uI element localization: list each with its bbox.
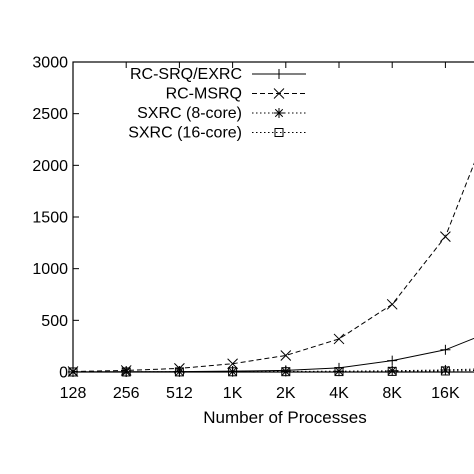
series-4 (68, 366, 474, 377)
plot-frame (72, 61, 474, 373)
x-tick-label: 256 (113, 385, 140, 402)
x-axis-ticks: 128 256 512 1K 2K 4K 8K 16K (60, 62, 460, 402)
legend-label: RC-MSRQ (166, 86, 242, 103)
data-point (174, 366, 185, 377)
y-tick-label: 1000 (32, 261, 68, 278)
x-axis-label: Number of Processes (203, 408, 366, 427)
series-2 (67, 162, 474, 377)
legend-item: RC-SRQ/EXRC (130, 66, 306, 83)
data-point (68, 367, 78, 377)
series-line (72, 337, 474, 373)
x-tick-label: 4K (329, 385, 349, 402)
legend-item: SXRC (16-core) (128, 125, 306, 142)
chart-axes (72, 61, 474, 373)
x-tick-label: 128 (60, 385, 87, 402)
y-tick-label: 0 (59, 365, 68, 382)
data-point (227, 366, 238, 377)
data-point (387, 355, 398, 366)
x-tick-label: 512 (166, 385, 193, 402)
data-point (440, 344, 451, 355)
y-axis-ticks: 0 500 1000 1500 2000 2500 3000 (32, 55, 79, 382)
y-tick-label: 2000 (32, 158, 68, 175)
data-point (273, 88, 285, 99)
data-point (274, 108, 284, 118)
data-point (334, 367, 344, 377)
legend-item: SXRC (8-core) (137, 105, 306, 122)
y-tick-label: 3000 (32, 55, 68, 72)
data-point (228, 367, 238, 377)
x-tick-label: 1K (223, 385, 243, 402)
legend-label: SXRC (8-core) (137, 105, 242, 122)
data-point (121, 367, 131, 377)
data-point (333, 333, 345, 345)
series-line (72, 162, 474, 372)
data-point (274, 69, 284, 79)
legend-label: SXRC (16-core) (128, 125, 242, 142)
y-tick-label: 2500 (32, 106, 68, 123)
data-point (387, 366, 397, 376)
y-tick-label: 500 (41, 313, 68, 330)
legend-item: RC-MSRQ (166, 86, 306, 103)
x-tick-label: 2K (276, 385, 296, 402)
y-tick-label: 1500 (32, 210, 68, 227)
x-tick-label: 16K (431, 385, 460, 402)
series-line (72, 370, 474, 373)
data-point (440, 231, 451, 242)
data-point (274, 128, 284, 137)
data-point (387, 365, 398, 376)
data-point (386, 298, 398, 310)
data-point (280, 350, 292, 361)
legend-label: RC-SRQ/EXRC (130, 66, 242, 83)
data-point (440, 366, 450, 376)
x-tick-label: 8K (382, 385, 402, 402)
chart-legend: RC-SRQ/EXRC RC-MSRQ SXRC (8-core) SXRC (16-… (128, 66, 306, 142)
data-point (227, 358, 238, 370)
data-point (281, 367, 291, 377)
chart-series (67, 162, 474, 377)
data-point (174, 367, 184, 377)
